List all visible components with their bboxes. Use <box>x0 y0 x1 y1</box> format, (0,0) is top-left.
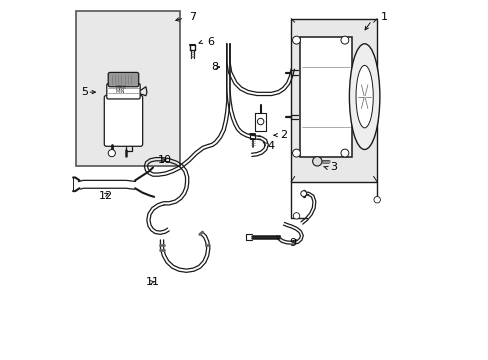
FancyBboxPatch shape <box>108 72 139 87</box>
Text: 10: 10 <box>158 155 171 165</box>
Bar <box>300 37 351 157</box>
Text: 2: 2 <box>280 130 287 140</box>
Bar <box>290 19 376 182</box>
Text: 12: 12 <box>99 191 113 201</box>
Circle shape <box>340 36 348 44</box>
Text: 8: 8 <box>211 62 218 72</box>
FancyBboxPatch shape <box>104 95 142 146</box>
Text: 4: 4 <box>267 141 274 151</box>
Text: MAX: MAX <box>115 85 126 90</box>
Text: MIN: MIN <box>115 89 124 94</box>
Bar <box>76 12 180 166</box>
Circle shape <box>300 191 306 197</box>
Text: 1: 1 <box>380 12 387 22</box>
Circle shape <box>340 149 348 157</box>
Text: 11: 11 <box>145 277 160 287</box>
Text: 9: 9 <box>289 238 296 248</box>
Circle shape <box>108 149 115 157</box>
Circle shape <box>292 36 300 44</box>
FancyBboxPatch shape <box>106 84 140 99</box>
Circle shape <box>257 118 264 125</box>
Circle shape <box>373 197 380 203</box>
Text: 3: 3 <box>330 162 337 172</box>
Text: 6: 6 <box>206 37 213 47</box>
Ellipse shape <box>355 66 372 128</box>
Circle shape <box>292 149 300 157</box>
Circle shape <box>293 213 299 219</box>
Text: 5: 5 <box>81 87 88 97</box>
Text: 7: 7 <box>188 12 196 22</box>
Circle shape <box>312 157 321 166</box>
Ellipse shape <box>349 44 379 149</box>
